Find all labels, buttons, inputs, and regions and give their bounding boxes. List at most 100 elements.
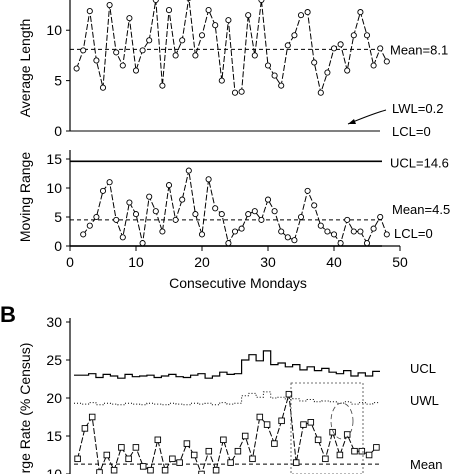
panel-b: B rge Rate (% Census) 10 15 20 25 30 UCL UWL M… [0,302,443,474]
data-point [304,187,311,194]
y-tick-label: 5 [54,73,62,89]
data-point [106,1,113,9]
data-point [256,413,264,421]
data-point [183,440,191,447]
data-point [218,77,225,84]
data-point [225,17,232,24]
data-point [146,193,153,200]
data-point [192,52,199,59]
data-point [73,65,80,72]
data-point [278,417,285,425]
data-point [238,88,245,95]
x-tick-label: 0 [66,254,74,270]
data-point [373,444,380,451]
data-point [96,469,103,474]
y-tick-label: 0 [54,123,62,139]
data-point [370,225,377,232]
data-point [165,182,173,189]
data-point [291,237,298,244]
data-point [377,213,384,221]
reference-label: UCL [410,361,436,376]
data-point [132,67,140,74]
data-point [119,62,126,69]
data-point [365,451,373,459]
data-point [251,208,258,215]
series-line [82,170,388,245]
data-point [324,228,331,235]
data-point [125,455,132,463]
data-point [103,451,111,459]
data-point [258,216,265,223]
data-point [304,9,311,16]
data-point [317,222,324,229]
data-point [245,211,252,218]
reference-label: LCL=0 [394,226,433,241]
x-tick-label: 10 [128,254,144,270]
data-point [198,32,206,39]
data-point [291,32,298,39]
data-point [212,22,219,29]
reference-label: Mean [410,457,443,472]
data-point [245,12,252,19]
data-point [81,425,89,432]
data-point [271,72,278,79]
data-point [192,211,199,218]
data-point [106,179,113,186]
y-tick-label: 0 [54,238,62,254]
y-tick-label: 25 [46,352,62,368]
panel-a-top-y-label: Average Length [17,19,33,118]
data-point [311,59,318,66]
uwl-line [74,391,380,406]
data-point [324,69,331,76]
data-point [344,67,351,74]
data-point [351,447,358,455]
data-point [225,240,232,247]
data-point [377,45,384,52]
reference-label: LCL=0 [392,124,431,139]
reference-label: Mean=8.1 [390,42,448,57]
data-point [358,447,366,455]
data-point [344,216,351,223]
data-point [238,225,245,232]
data-point [329,428,336,436]
reference-label: UCL=14.6 [390,155,449,170]
data-point [205,447,213,455]
data-point [284,42,291,49]
panel-a-bottom: Moving Range Consecutive Mondays 0 5 10 15 0… [17,150,450,291]
data-point [263,421,271,428]
data-point [317,89,324,96]
data-point [152,208,159,215]
data-point [205,176,212,183]
data-point [205,7,212,14]
data-point [231,228,239,235]
data-point [154,436,162,444]
data-point [285,390,293,398]
data-point [258,0,265,4]
data-point [99,187,107,194]
data-point [179,37,186,44]
data-point [357,9,364,16]
data-point [330,45,338,52]
data-point [363,240,371,247]
reference-label: Mean=4.5 [392,202,450,217]
data-point [80,231,87,238]
y-tick-label: 10 [46,180,62,196]
data-point [159,228,166,235]
data-point [161,466,169,474]
x-tick-label: 40 [326,254,342,270]
data-point [220,436,227,444]
x-tick-label: 20 [194,254,210,270]
data-point [241,432,249,440]
data-point [113,216,120,223]
data-point [74,455,81,463]
data-point [118,444,125,451]
data-point [227,459,234,466]
data-point [278,82,285,89]
data-point [370,62,377,69]
data-point [264,62,272,69]
data-point [176,459,183,466]
y-tick-label: 5 [54,209,62,225]
y-tick-label: 15 [46,428,62,444]
data-point [264,196,272,203]
data-point [314,436,322,444]
